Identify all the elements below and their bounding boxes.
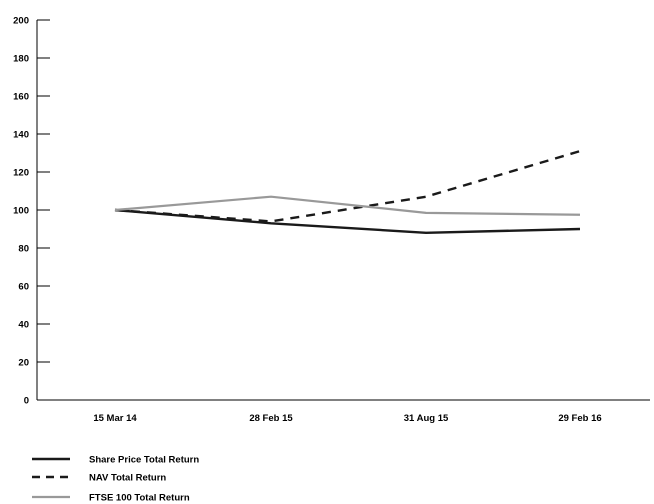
y-tick-label: 40 bbox=[18, 320, 29, 331]
y-tick-label: 60 bbox=[18, 282, 29, 293]
x-axis: 15 Mar 14 28 Feb 15 31 Aug 15 29 Feb 16 bbox=[37, 399, 650, 424]
y-tick-label: 100 bbox=[13, 206, 29, 217]
x-tick-label: 31 Aug 15 bbox=[404, 413, 449, 424]
series-line-1 bbox=[114, 208, 581, 235]
y-tick-label: 80 bbox=[18, 244, 29, 255]
y-tick-label: 180 bbox=[13, 54, 29, 65]
legend-label: FTSE 100 Total Return bbox=[89, 493, 190, 504]
y-axis: 0 20 40 60 80 100 120 140 160 180 200 bbox=[13, 16, 50, 407]
y-tick-label: 200 bbox=[13, 16, 29, 27]
series-line-3 bbox=[114, 195, 581, 216]
y-ticks: 0 20 40 60 80 100 120 140 160 180 200 bbox=[13, 16, 50, 407]
y-tick-label: 120 bbox=[13, 168, 29, 179]
legend-label: NAV Total Return bbox=[89, 473, 166, 484]
x-tick-label: 29 Feb 16 bbox=[558, 413, 601, 424]
series-lines bbox=[114, 149, 581, 235]
y-tick-label: 0 bbox=[24, 396, 29, 407]
x-tick-label: 15 Mar 14 bbox=[93, 413, 137, 424]
legend-label: Share Price Total Return bbox=[89, 455, 199, 466]
y-tick-label: 160 bbox=[13, 92, 29, 103]
x-ticks: 15 Mar 14 28 Feb 15 31 Aug 15 29 Feb 16 bbox=[93, 413, 601, 424]
y-tick-label: 20 bbox=[18, 358, 29, 369]
legend: Share Price Total Return NAV Total Return… bbox=[32, 455, 199, 504]
x-tick-label: 28 Feb 15 bbox=[249, 413, 293, 424]
series-line-2 bbox=[114, 149, 581, 223]
y-tick-label: 140 bbox=[13, 130, 29, 141]
